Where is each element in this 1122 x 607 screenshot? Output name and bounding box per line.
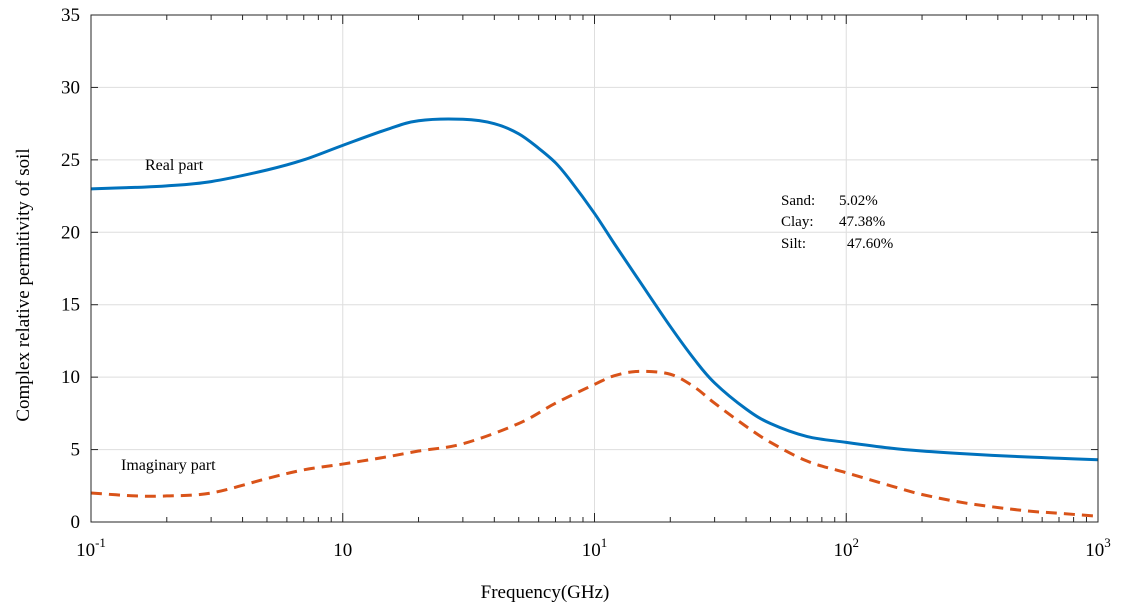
- plot-frame: [90, 14, 1099, 523]
- x-tick-label: 103: [1085, 535, 1111, 561]
- x-tick-label: 10-1: [76, 535, 106, 561]
- y-tick-labels: 0 5 10 15 20 25 30 35: [61, 5, 80, 533]
- series-line-real-part: [90, 117, 1099, 462]
- x-tick-labels: 10-1 10 101 102 103: [76, 535, 1111, 561]
- y-tick-label: 35: [61, 5, 80, 26]
- x-tick-label: 101: [582, 535, 608, 561]
- x-tick-base: 10: [834, 540, 853, 561]
- x-tick-exponent: 2: [853, 535, 860, 550]
- composition-label-sand: Sand:: [781, 193, 815, 209]
- composition-value-sand: 5.02%: [839, 193, 878, 209]
- x-tick-base: 10: [76, 540, 95, 561]
- x-axis-label: Frequency(GHz): [481, 582, 610, 603]
- composition-label-clay: Clay:: [781, 214, 814, 230]
- x-tick-base: 10: [1085, 540, 1104, 561]
- series-layer: [90, 117, 1099, 518]
- x-tick-exponent: -1: [95, 535, 106, 550]
- composition-note: Sand: 5.02% Clay: 47.38% Silt: 47.60%: [781, 193, 893, 252]
- x-tick-exponent: 1: [601, 535, 608, 550]
- composition-value-silt: 47.60%: [847, 236, 893, 252]
- y-tick-label: 15: [61, 295, 80, 316]
- y-tick-label: 20: [61, 222, 80, 243]
- y-tick-label: 10: [61, 367, 80, 388]
- x-tick-base: 10: [582, 540, 601, 561]
- composition-label-silt: Silt:: [781, 236, 806, 252]
- y-tick-label: 0: [71, 512, 81, 533]
- series-line-imaginary-part: [90, 369, 1099, 518]
- x-tick-base: 10: [333, 540, 352, 561]
- y-tick-label: 25: [61, 150, 80, 171]
- x-tick-label: 10: [333, 540, 352, 561]
- y-tick-label: 5: [71, 440, 81, 461]
- annotation-imaginary-part: Imaginary part: [121, 457, 216, 474]
- x-tick-exponent: 3: [1104, 535, 1111, 550]
- y-axis-label: Complex relative permitivity of soil: [13, 148, 34, 421]
- grid: [91, 15, 1098, 522]
- y-tick-label: 30: [61, 77, 80, 98]
- x-tick-label: 102: [834, 535, 860, 561]
- composition-value-clay: 47.38%: [839, 214, 885, 230]
- annotation-real-part: Real part: [145, 157, 204, 174]
